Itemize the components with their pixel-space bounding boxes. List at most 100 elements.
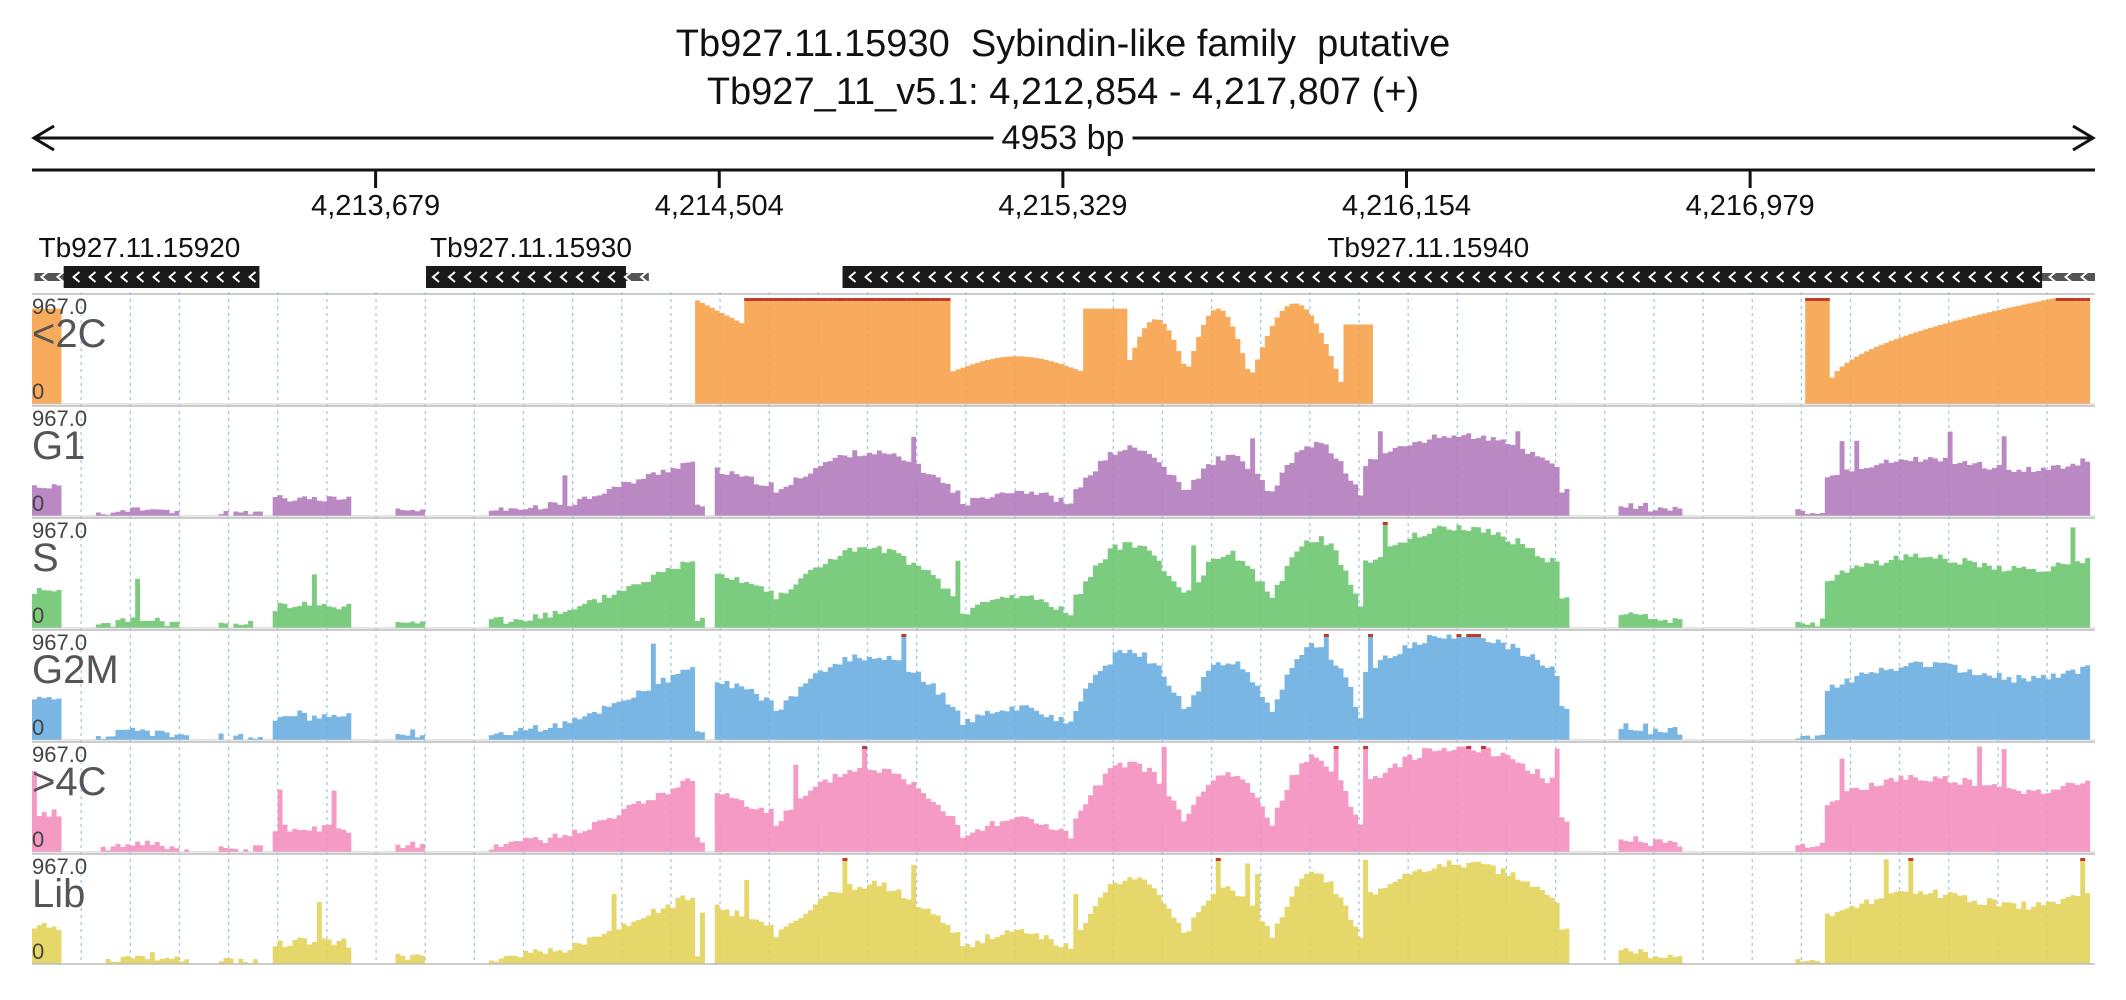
strand-chevron <box>1583 271 1593 283</box>
strand-chevron <box>39 271 49 283</box>
clip-marker <box>2085 298 2091 301</box>
coverage-area <box>32 298 2095 404</box>
strand-chevron <box>135 271 145 283</box>
clip-marker <box>2080 298 2086 301</box>
strand-chevron <box>1503 271 1513 283</box>
strand-chevron <box>431 271 440 283</box>
strand-chevron <box>1263 271 1273 283</box>
strand-chevron <box>1631 271 1641 283</box>
strand-chevron <box>151 271 161 283</box>
strand-chevron <box>1167 271 1177 283</box>
strand-chevron <box>1567 271 1577 283</box>
strand-chevron <box>1711 271 1721 283</box>
clip-marker <box>886 298 892 301</box>
gene-label: Tb927.11.15940 <box>1327 232 1530 263</box>
clip-marker <box>812 298 818 301</box>
strand-chevron <box>1471 271 1481 283</box>
feature-title: Tb927.11.15930 Sybindin-like family puta… <box>675 23 1451 65</box>
clip-marker <box>842 858 848 861</box>
clip-marker <box>2075 298 2081 301</box>
strand-chevron <box>1247 271 1257 283</box>
strand-chevron <box>975 271 985 283</box>
strand-chevron <box>1023 271 1033 283</box>
coverage-area <box>32 858 2095 964</box>
strand-chevron <box>1071 271 1081 283</box>
strand-chevron <box>1007 271 1017 283</box>
strand-chevron <box>1967 271 1977 283</box>
strand-chevron <box>991 271 1001 283</box>
clip-marker <box>822 298 828 301</box>
strand-chevron <box>1039 271 1049 283</box>
strand-chevron <box>247 271 257 283</box>
strand-chevron <box>479 271 488 283</box>
clip-marker <box>2065 298 2071 301</box>
track-zero-label: 0 <box>32 379 45 404</box>
clip-marker <box>2070 298 2076 301</box>
clip-marker <box>935 298 941 301</box>
strand-chevron <box>1439 271 1449 283</box>
gene-label: Tb927.11.15930 <box>430 232 632 263</box>
clip-marker <box>1908 858 1914 861</box>
coverage-area <box>32 522 2095 628</box>
clip-marker <box>945 298 951 301</box>
strand-chevron <box>895 271 905 283</box>
clip-marker <box>925 298 931 301</box>
track-zero-label: 0 <box>32 827 45 852</box>
strand-chevron <box>463 271 472 283</box>
strand-chevron <box>447 271 456 283</box>
clip-marker <box>837 298 843 301</box>
strand-chevron <box>1679 271 1689 283</box>
strand-chevron <box>1183 271 1193 283</box>
track-name: Lib <box>32 872 86 916</box>
strand-chevron <box>2063 271 2073 283</box>
clip-marker <box>881 298 887 301</box>
ruler-tick-label: 4,213,679 <box>311 190 441 222</box>
clip-marker <box>862 746 868 749</box>
strand-chevron <box>1231 271 1241 283</box>
strand-chevron <box>1551 271 1561 283</box>
clip-marker <box>1471 634 1477 637</box>
clip-marker <box>876 298 882 301</box>
clip-marker <box>847 298 853 301</box>
strand-chevron <box>943 271 953 283</box>
clip-marker <box>783 298 789 301</box>
strand-chevron <box>911 271 921 283</box>
strand-chevron <box>559 271 568 283</box>
clip-marker <box>871 298 877 301</box>
strand-chevron <box>863 271 873 283</box>
coverage-area <box>32 431 2095 516</box>
clip-marker <box>1456 634 1462 637</box>
strand-chevron <box>1487 271 1497 283</box>
track-max-label: 967.0 <box>32 294 88 319</box>
strand-chevron <box>183 271 193 283</box>
span-length-label: 4953 bp <box>993 118 1133 158</box>
clip-marker <box>921 298 926 301</box>
clip-marker <box>817 298 823 301</box>
strand-chevron <box>103 271 113 283</box>
clip-marker <box>906 298 912 301</box>
track-name: G1 <box>32 424 86 468</box>
clip-marker <box>763 298 769 301</box>
strand-chevron <box>623 271 632 283</box>
strand-chevron <box>1519 271 1529 283</box>
clip-marker <box>832 298 838 301</box>
strand-chevron <box>87 271 97 283</box>
strand-chevron <box>1087 271 1097 283</box>
clip-marker <box>803 298 809 301</box>
strand-chevron <box>71 271 81 283</box>
clip-marker <box>2080 858 2086 861</box>
strand-chevron <box>1871 271 1881 283</box>
strand-chevron <box>1151 271 1161 283</box>
strand-chevron <box>1535 271 1545 283</box>
clip-marker <box>749 298 755 301</box>
ruler-tick-label: 4,216,154 <box>1341 190 1472 222</box>
track-max-label: 967.0 <box>32 630 88 655</box>
clip-marker <box>1466 634 1472 637</box>
strand-chevron <box>1807 271 1817 283</box>
clip-marker <box>911 298 917 301</box>
clip-marker <box>1466 746 1472 749</box>
strand-chevron <box>1455 271 1465 283</box>
strand-chevron <box>1055 271 1065 283</box>
strand-chevron <box>199 271 209 283</box>
strand-chevron <box>959 271 969 283</box>
